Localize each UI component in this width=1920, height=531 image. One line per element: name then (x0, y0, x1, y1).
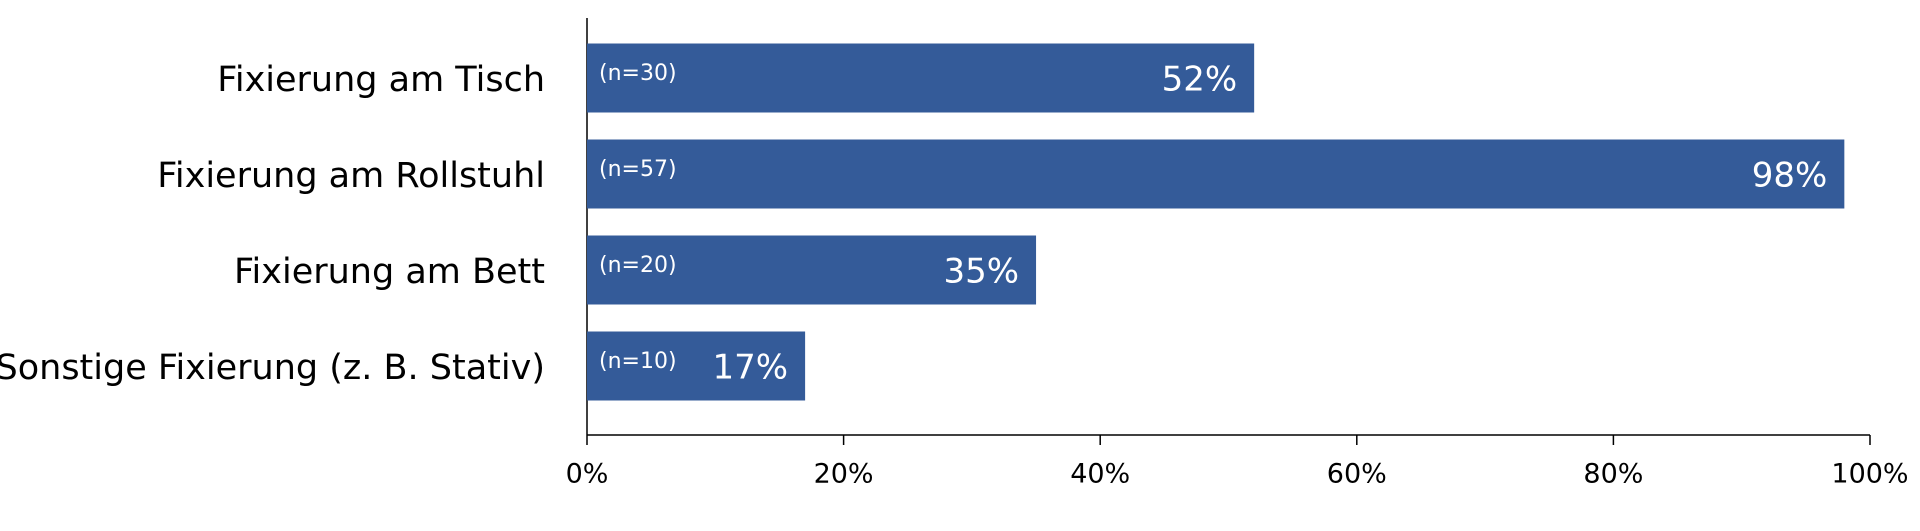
x-tick-label: 100% (1831, 459, 1908, 490)
n-label: (n=10) (599, 349, 677, 374)
value-label: 98% (1752, 156, 1828, 196)
n-label: (n=20) (599, 253, 677, 278)
x-tick-label: 40% (1070, 459, 1130, 490)
category-label: Fixierung am Bett (234, 252, 545, 292)
x-tick-label: 80% (1583, 459, 1643, 490)
value-label: 17% (713, 348, 789, 388)
category-label: Fixierung am Tisch (217, 60, 545, 100)
category-label: Fixierung am Rollstuhl (157, 156, 545, 196)
bar (587, 331, 806, 401)
bar (587, 235, 1037, 305)
bar (587, 43, 1255, 113)
x-tick-label: 20% (814, 459, 874, 490)
x-tick-label: 0% (566, 459, 609, 490)
value-label: 35% (943, 252, 1019, 292)
n-label: (n=30) (599, 61, 677, 86)
category-label: Sonstige Fixierung (z. B. Stativ) (0, 348, 545, 388)
x-tick-label: 60% (1327, 459, 1387, 490)
bar (587, 139, 1845, 209)
n-label: (n=57) (599, 157, 677, 182)
value-label: 52% (1162, 60, 1238, 100)
